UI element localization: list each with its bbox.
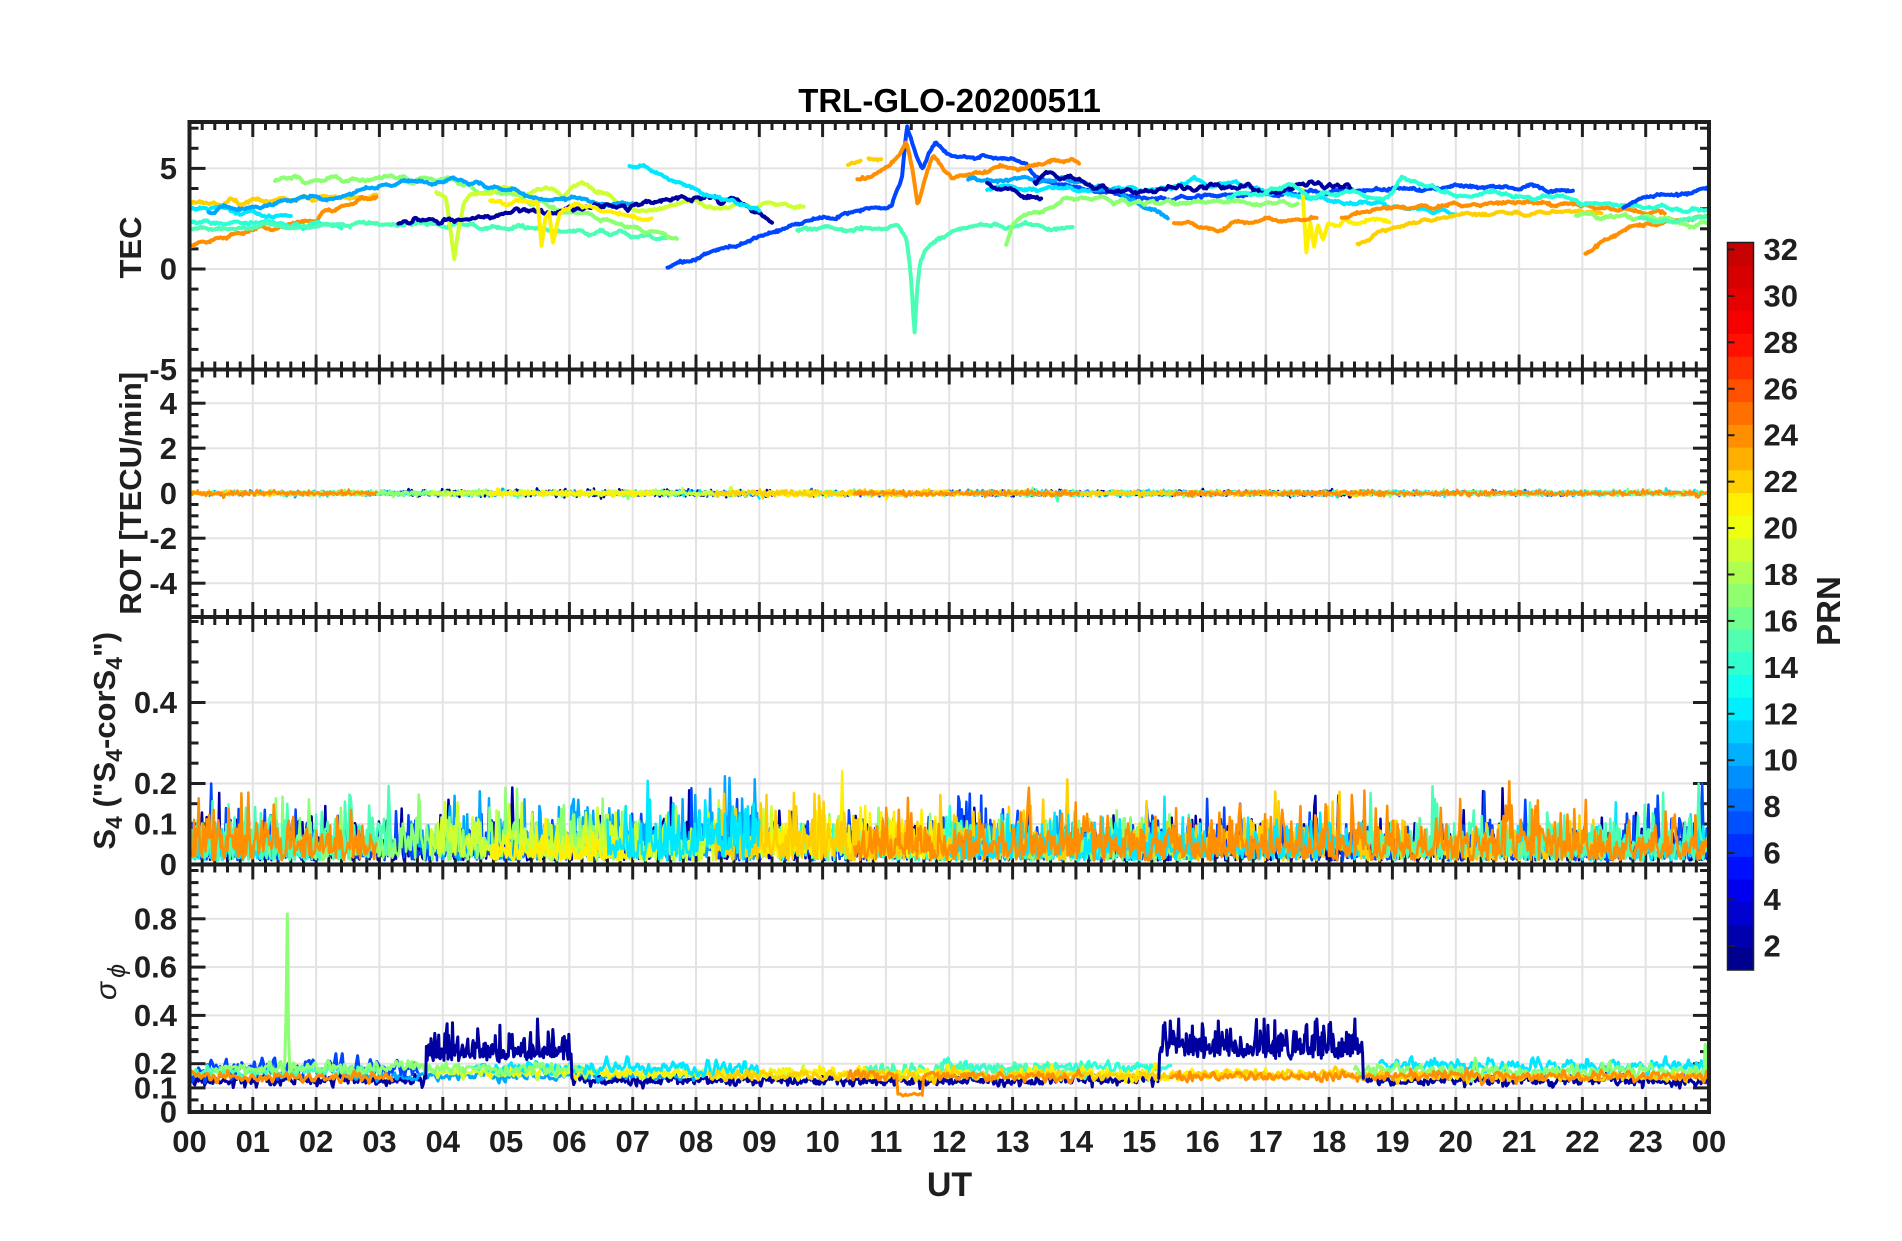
svg-text:8: 8 — [1764, 789, 1781, 824]
svg-text:19: 19 — [1375, 1124, 1409, 1159]
svg-text:05: 05 — [489, 1124, 523, 1159]
svg-text:11: 11 — [870, 1124, 903, 1159]
svg-text:12: 12 — [932, 1124, 966, 1159]
svg-text:20: 20 — [1764, 511, 1798, 546]
svg-text:16: 16 — [1185, 1124, 1219, 1159]
svg-text:21: 21 — [1502, 1124, 1536, 1159]
svg-text:-5: -5 — [149, 352, 177, 387]
svg-text:0.4: 0.4 — [134, 685, 178, 720]
svg-text:20: 20 — [1439, 1124, 1473, 1159]
svg-text:0.2: 0.2 — [134, 766, 177, 801]
svg-text:28: 28 — [1764, 325, 1798, 360]
svg-text:13: 13 — [995, 1124, 1029, 1159]
svg-text:0.1: 0.1 — [134, 806, 177, 841]
svg-text:30: 30 — [1764, 278, 1798, 313]
svg-text:10: 10 — [805, 1124, 839, 1159]
svg-text:04: 04 — [426, 1124, 461, 1159]
svg-text:00: 00 — [172, 1124, 206, 1159]
svg-text:14: 14 — [1059, 1124, 1094, 1159]
svg-text:26: 26 — [1764, 371, 1798, 406]
svg-text:00: 00 — [1692, 1124, 1726, 1159]
svg-text:0.1: 0.1 — [134, 1070, 177, 1105]
svg-text:PRN: PRN — [1810, 576, 1847, 646]
svg-text:0.6: 0.6 — [134, 950, 177, 985]
svg-text:UT: UT — [927, 1166, 973, 1204]
svg-text:22: 22 — [1764, 464, 1798, 499]
svg-text:06: 06 — [552, 1124, 586, 1159]
svg-text:0: 0 — [160, 251, 177, 286]
svg-text:03: 03 — [362, 1124, 396, 1159]
svg-text:08: 08 — [679, 1124, 713, 1159]
svg-text:4: 4 — [160, 386, 178, 421]
svg-text:07: 07 — [615, 1124, 649, 1159]
svg-text:22: 22 — [1565, 1124, 1599, 1159]
svg-text:10: 10 — [1764, 743, 1798, 778]
svg-text:17: 17 — [1249, 1124, 1283, 1159]
svg-text:2: 2 — [1764, 928, 1781, 963]
svg-text:0: 0 — [160, 1095, 177, 1130]
svg-text:15: 15 — [1122, 1124, 1156, 1159]
svg-text:32: 32 — [1764, 232, 1798, 267]
svg-text:09: 09 — [742, 1124, 776, 1159]
svg-text:18: 18 — [1312, 1124, 1346, 1159]
svg-text:12: 12 — [1764, 696, 1798, 731]
svg-text:6: 6 — [1764, 836, 1781, 871]
svg-text:2: 2 — [160, 431, 177, 466]
svg-text:0.8: 0.8 — [134, 901, 177, 936]
svg-text:ROT [TECU/min]: ROT [TECU/min] — [113, 372, 148, 615]
svg-text:23: 23 — [1628, 1124, 1662, 1159]
svg-text:4: 4 — [1764, 882, 1782, 917]
svg-text:18: 18 — [1764, 557, 1798, 592]
svg-text:TRL-GLO-20200511: TRL-GLO-20200511 — [798, 82, 1101, 119]
svg-text:TEC: TEC — [113, 217, 148, 279]
svg-text:5: 5 — [160, 151, 177, 186]
svg-text:0.4: 0.4 — [134, 998, 178, 1033]
svg-text:0.2: 0.2 — [134, 1046, 177, 1081]
svg-text:0: 0 — [160, 847, 177, 882]
svg-text:14: 14 — [1764, 650, 1799, 685]
svg-text:24: 24 — [1764, 418, 1799, 453]
svg-text:0: 0 — [160, 476, 177, 511]
svg-text:-4: -4 — [149, 566, 177, 601]
svg-text:02: 02 — [299, 1124, 333, 1159]
svg-text:16: 16 — [1764, 603, 1798, 638]
svg-text:-2: -2 — [149, 521, 177, 556]
svg-text:01: 01 — [236, 1124, 270, 1159]
